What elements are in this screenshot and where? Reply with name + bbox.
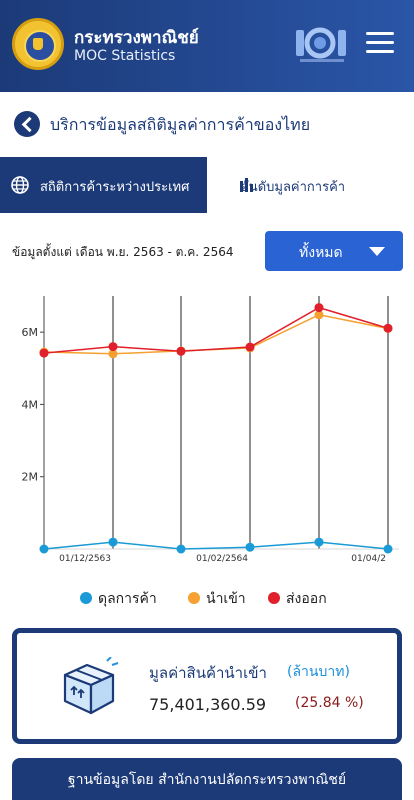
- series-line: [43, 541, 389, 550]
- tab-trade-ranking[interactable]: อันดับมูลค่าการค้า: [207, 157, 414, 213]
- card-unit: (ล้านบาท): [287, 664, 350, 680]
- x-tick-label: 01/02/2564: [196, 554, 248, 564]
- trade-line-chart: 2M 4M 6M 01/12/2563 01/02/2564 01/04/2: [0, 290, 414, 570]
- date-range-text: ข้อมูลตั้งแต่ เดือน พ.ย. 2563 - ต.ค. 256…: [12, 245, 234, 259]
- legend-label: ดุลการค้า: [98, 591, 157, 607]
- footer-text: ฐานข้อมูลโดย สำนักงานปลัดกระทรวงพาณิชย์: [67, 772, 347, 788]
- data-point: [314, 537, 324, 547]
- category-dropdown[interactable]: ทั้งหมด: [265, 231, 403, 271]
- app-subtitle: MOC Statistics: [74, 48, 176, 64]
- chart-canvas: 2M 4M 6M 01/12/2563 01/02/2564 01/04/2: [22, 296, 399, 564]
- page-title-row: บริการข้อมูลสถิติมูลค่าการค้าของไทย: [0, 105, 414, 143]
- data-point: [383, 544, 393, 554]
- moc-101-emblem: [296, 27, 346, 62]
- legend-dot: [188, 592, 200, 604]
- data-point: [176, 544, 186, 554]
- y-tick-label: 6M: [22, 326, 39, 339]
- data-point: [176, 346, 186, 356]
- data-point: [108, 537, 118, 547]
- data-point: [314, 310, 324, 320]
- data-point: [245, 342, 255, 352]
- chart-legend: ดุลการค้า นำเข้า ส่งออก: [0, 586, 414, 610]
- card-percent: (25.84 %): [295, 695, 364, 711]
- tab-label: อันดับมูลค่าการค้า: [241, 180, 346, 195]
- x-tick-label: 01/04/2: [351, 554, 386, 564]
- data-point: [108, 342, 118, 352]
- moc-seal-logo: [12, 18, 64, 70]
- data-point: [108, 349, 118, 359]
- footer-bar: ฐานข้อมูลโดย สำนักงานปลัดกระทรวงพาณิชย์: [12, 758, 402, 800]
- bar-chart-icon: [240, 178, 253, 192]
- data-point: [245, 542, 255, 552]
- card-value: 75,401,360.59: [149, 695, 267, 714]
- data-point: [383, 323, 393, 333]
- tab-bar: สถิติการค้าระหว่างประเทศ อันดับมูลค่าการ…: [0, 157, 414, 213]
- data-point: [314, 303, 324, 313]
- globe-icon: [11, 176, 29, 194]
- legend-label: ส่งออก: [286, 591, 327, 607]
- data-point: [39, 544, 49, 554]
- import-value-card[interactable]: มูลค่าสินค้านำเข้า (ล้านบาท) 75,401,360.…: [12, 628, 402, 744]
- dropdown-value: ทั้งหมด: [299, 245, 343, 261]
- series-line: [43, 306, 389, 354]
- tab-label: สถิติการค้าระหว่างประเทศ: [40, 180, 190, 195]
- legend-dot: [268, 592, 280, 604]
- caret-down-icon: [369, 247, 385, 256]
- data-point: [39, 348, 49, 358]
- hamburger-menu-icon[interactable]: [366, 32, 396, 54]
- app-title: กระทรวงพาณิชย์: [74, 28, 199, 48]
- package-box-icon: [63, 657, 119, 715]
- app-header: กระทรวงพาณิชย์ MOC Statistics: [0, 0, 414, 92]
- card-title: มูลค่าสินค้านำเข้า: [149, 664, 267, 682]
- legend-label: นำเข้า: [206, 591, 246, 607]
- filter-row: ข้อมูลตั้งแต่ เดือน พ.ย. 2563 - ต.ค. 256…: [0, 226, 414, 274]
- y-tick-label: 4M: [22, 398, 39, 411]
- tab-international-trade[interactable]: สถิติการค้าระหว่างประเทศ: [0, 157, 207, 213]
- page-title: บริการข้อมูลสถิติมูลค่าการค้าของไทย: [50, 115, 311, 134]
- x-tick-label: 01/12/2563: [59, 554, 111, 564]
- y-tick-label: 2M: [22, 471, 39, 484]
- legend-dot: [80, 592, 92, 604]
- chevron-left-icon[interactable]: [14, 111, 40, 137]
